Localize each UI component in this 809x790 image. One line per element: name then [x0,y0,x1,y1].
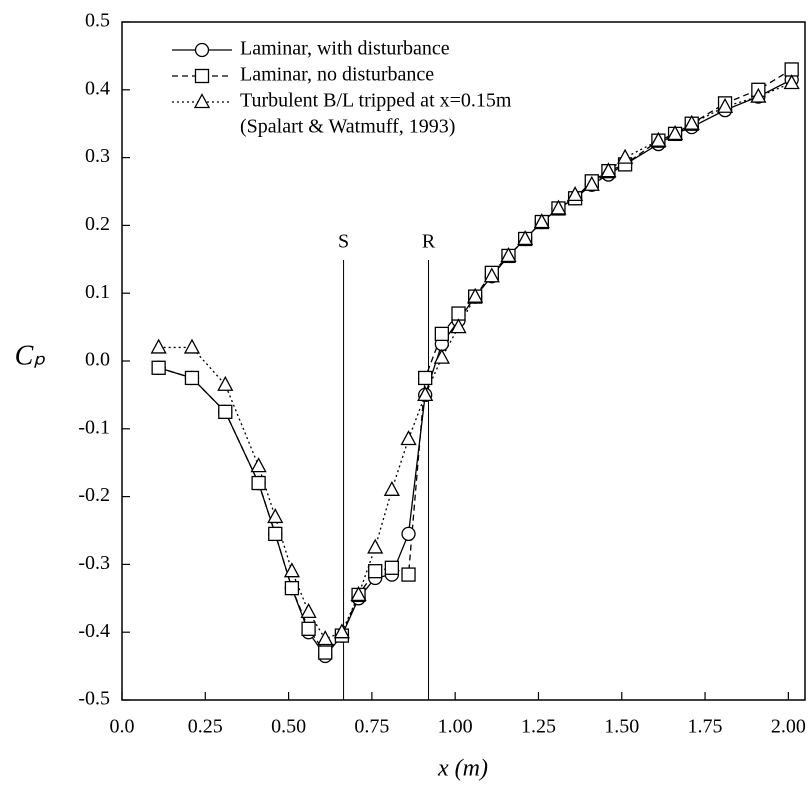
point [301,621,316,636]
point [184,370,200,386]
x-tick-label: 0.25 [188,716,223,738]
point [784,62,799,77]
point [517,230,534,246]
y-tick-label: 0.2 [85,213,110,235]
point [317,630,334,646]
point [650,131,667,147]
x-tick-label: 0.50 [271,716,306,738]
series-line [158,68,793,654]
x-tick-label: 0.0 [110,716,135,738]
point [333,623,350,639]
point [150,338,167,354]
point [550,199,567,215]
point [193,93,211,109]
point [750,87,767,103]
point [368,564,383,579]
point [194,42,210,58]
point [716,97,734,113]
point [583,175,600,191]
point [284,580,300,596]
annotation-label: R [422,231,436,253]
series-line [158,82,792,640]
y-tick-label: -0.1 [78,416,110,438]
point [418,370,433,386]
point [783,74,800,90]
point [251,475,266,491]
point [350,586,367,602]
point [151,360,166,375]
legend-label: Laminar, with disturbance [240,38,450,60]
point [417,386,434,402]
point [467,287,484,303]
point [433,348,450,364]
x-tick-label: 1.50 [604,716,639,738]
x-tick-label: 0.75 [354,716,389,738]
point [434,326,449,342]
annotation-label: S [338,231,349,253]
point [400,430,417,446]
point [218,404,233,420]
point [616,148,634,164]
point [666,124,684,141]
point [567,186,584,202]
point [683,114,700,130]
point [483,267,500,283]
y-axis-label: Cₚ [15,340,46,371]
y-tick-label: 0.4 [85,77,110,99]
point [194,68,210,84]
point [318,645,333,660]
point [267,508,284,524]
point [367,538,384,554]
point [250,457,267,473]
point [600,162,617,178]
point [268,526,283,542]
point [300,602,317,619]
y-tick-label: -0.4 [78,620,110,642]
y-tick-label: 0.1 [85,281,110,303]
series-line [158,79,792,658]
legend-label: Turbulent B/L tripped at x=0.15m [240,90,512,112]
x-tick-label: 1.75 [688,716,723,738]
x-tick-label: 2.00 [771,716,806,738]
point [533,213,550,229]
plot-frame [121,21,806,701]
point [383,480,400,496]
y-tick-label: 0.0 [85,349,110,371]
legend-note: (Spalart & Watmuff, 1993) [240,116,455,138]
x-tick-label: 1.00 [438,716,473,738]
y-tick-label: -0.5 [78,688,110,710]
point [283,562,301,578]
y-tick-label: 0.3 [85,145,110,167]
y-tick-label: -0.3 [78,552,110,574]
x-tick-label: 1.25 [521,716,556,738]
point [401,567,416,582]
point [450,318,467,334]
y-tick-label: -0.2 [78,484,110,506]
legend-label: Laminar, no disturbance [240,64,434,86]
point [451,306,466,321]
point [384,560,400,575]
y-tick-label: 0.5 [85,10,110,32]
point [500,247,517,263]
point [401,526,416,542]
point [217,375,234,391]
x-axis-label: x (m) [437,756,488,782]
point [183,338,201,354]
